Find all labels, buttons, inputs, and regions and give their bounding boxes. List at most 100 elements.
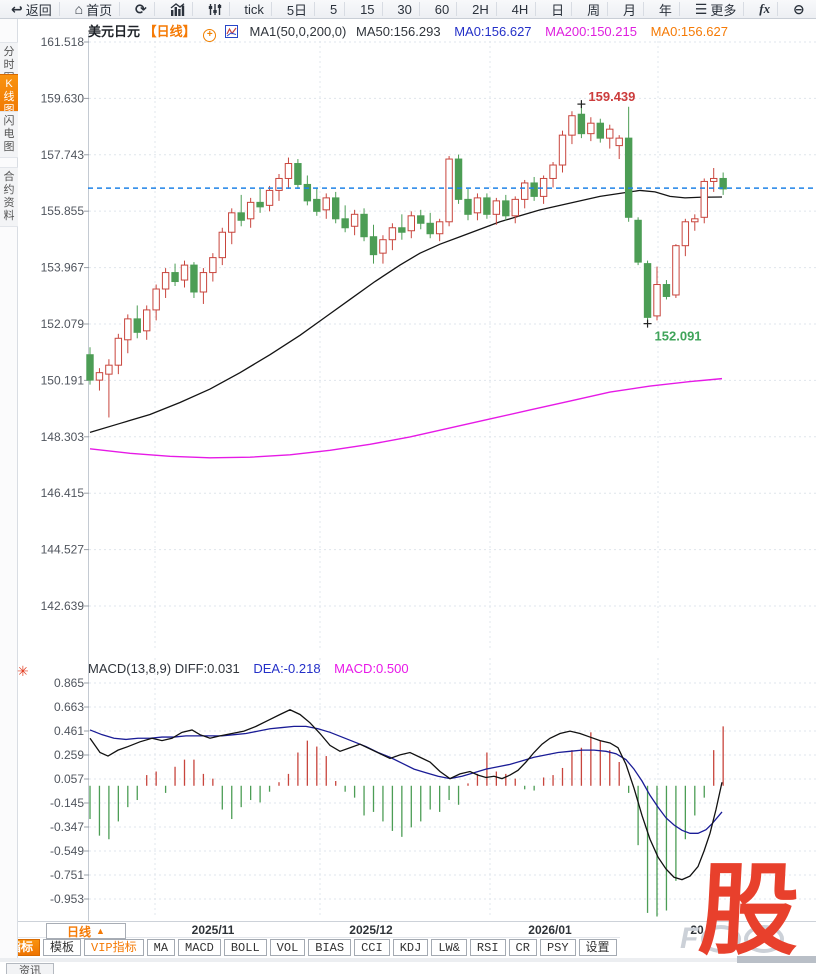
add-indicator-icon[interactable]: + — [203, 29, 217, 42]
candle — [445, 158, 453, 223]
period-selector-button[interactable]: 日线 ▲ — [46, 923, 126, 939]
price-axis-label: 152.079 — [41, 317, 85, 331]
toolbar-15-min[interactable]: 15 — [352, 0, 384, 18]
x-axis-label: 2025/12 — [349, 923, 393, 937]
tab-VOL[interactable]: VOL — [269, 939, 306, 956]
toolbar-back-label: 返回 — [25, 2, 52, 18]
toolbar-weekly[interactable]: 周 — [579, 0, 609, 18]
toolbar-monthly[interactable]: 月 — [615, 0, 645, 18]
tab-CR[interactable]: CR — [508, 939, 537, 956]
more-icon: ☰ — [694, 1, 708, 17]
tab-LW&[interactable]: LW& — [431, 939, 467, 956]
period-label[interactable]: 【日线】 — [143, 24, 196, 39]
toolbar-back[interactable]: ↩ 返回 — [3, 0, 60, 18]
candle — [454, 158, 463, 200]
sidebar-item-2[interactable]: K线图 — [0, 74, 18, 121]
candle — [369, 236, 378, 256]
candle — [284, 163, 293, 179]
tab-KDJ[interactable]: KDJ — [392, 939, 429, 956]
sidebar-item-3[interactable]: 闪电图 — [0, 111, 18, 158]
price-axis-label: 157.743 — [41, 148, 85, 162]
candle — [105, 364, 113, 375]
candles — [86, 104, 727, 418]
toolbar-mountain-chart[interactable] — [162, 0, 193, 18]
toolbar-2-hour[interactable]: 2H — [464, 0, 497, 18]
candle — [681, 221, 690, 247]
ma50-line — [89, 189, 723, 434]
tab-RSI[interactable]: RSI — [469, 939, 506, 956]
toolbar-candlestick-settings[interactable] — [200, 0, 230, 18]
x-axis-label: 2026/01 — [528, 923, 572, 937]
candle — [483, 197, 491, 215]
ma200-value: MA200:150.215 — [545, 24, 637, 39]
tab-BOLL[interactable]: BOLL — [223, 939, 267, 956]
macd-axis-label: 0.259 — [54, 748, 84, 762]
tab-设置[interactable]: 设置 — [578, 939, 617, 956]
toolbar-five-day[interactable]: 5日 — [279, 0, 316, 18]
candle — [171, 272, 179, 283]
tab-MA[interactable]: MA — [146, 939, 176, 956]
x-axis: 2025/11 2025/12 2026/01 20 — [0, 921, 816, 938]
toolbar-tick[interactable]: tick — [236, 0, 272, 18]
tab-模板[interactable]: 模板 — [43, 939, 82, 956]
background-logo-ellipse — [701, 925, 742, 953]
candle — [710, 177, 718, 182]
toolbar-home[interactable]: ⌂ 首页 — [67, 0, 121, 18]
candle — [124, 318, 132, 341]
price-axis-label: 161.518 — [41, 35, 85, 49]
ma50 — [89, 189, 723, 434]
candle — [379, 239, 387, 254]
candle — [143, 309, 151, 332]
candle — [237, 212, 245, 221]
tab-PSY[interactable]: PSY — [539, 939, 576, 956]
macd-axis-label: 0.865 — [54, 676, 84, 690]
symbol-name: 美元日元 — [88, 24, 141, 39]
tab-news[interactable]: 资讯 — [6, 963, 54, 974]
toolbar-daily[interactable]: 日 — [543, 0, 573, 18]
horizontal-scrollbar-thumb[interactable] — [737, 956, 816, 963]
toolbar-5-min[interactable]: 5 — [322, 0, 346, 18]
annotations: 159.439 152.091 — [577, 89, 702, 344]
candle — [577, 113, 586, 135]
horizontal-scrollbar-track — [0, 958, 816, 962]
toolbar-30-min-label: 30 — [397, 1, 412, 17]
ma50-value: MA50:156.293 — [356, 24, 441, 39]
macd-axis-label: 0.461 — [54, 724, 84, 738]
toolbar-formula[interactable]: fx — [751, 0, 778, 18]
tab-CCI[interactable]: CCI — [354, 939, 390, 956]
toolbar-yearly[interactable]: 年 — [651, 0, 680, 18]
candle — [360, 213, 368, 238]
high-annotation: 159.439 — [588, 89, 635, 104]
zoom-out-icon: ⊖ — [793, 1, 805, 17]
toolbar-60-min[interactable]: 60 — [427, 0, 458, 18]
candle — [473, 197, 482, 214]
toolbar-more[interactable]: ☰ 更多 — [687, 0, 745, 18]
candle — [303, 183, 312, 202]
toolbar-home-label: 首页 — [86, 2, 113, 18]
macd-axis-label: -0.347 — [50, 820, 84, 834]
toolbar-refresh[interactable]: ⟳ — [127, 0, 155, 18]
tab-MACD[interactable]: MACD — [178, 939, 221, 956]
candle — [133, 318, 141, 333]
toolbar-zoom-out[interactable]: ⊖ — [785, 0, 813, 18]
background-logo-ellipse — [744, 925, 785, 953]
chart-style-icon[interactable] — [224, 25, 238, 38]
dea-line — [89, 725, 723, 834]
x-axis-label: 20 — [690, 923, 704, 937]
ma200-line — [89, 377, 723, 459]
toolbar-30-min[interactable]: 30 — [389, 0, 421, 18]
candle — [161, 272, 170, 290]
candle — [114, 337, 123, 366]
toolbar-4-hour[interactable]: 4H — [504, 0, 537, 18]
candle — [624, 137, 633, 218]
price-axis-label: 142.639 — [41, 599, 85, 613]
diff-line — [89, 709, 723, 881]
candle — [228, 212, 236, 233]
candle — [180, 264, 189, 281]
candle — [558, 134, 567, 166]
sidebar-item-4[interactable]: 合约资料 — [0, 167, 18, 227]
candle — [265, 189, 274, 206]
candle — [719, 177, 727, 190]
tab-VIP指标[interactable]: VIP指标 — [84, 939, 144, 956]
tab-BIAS[interactable]: BIAS — [308, 939, 352, 956]
